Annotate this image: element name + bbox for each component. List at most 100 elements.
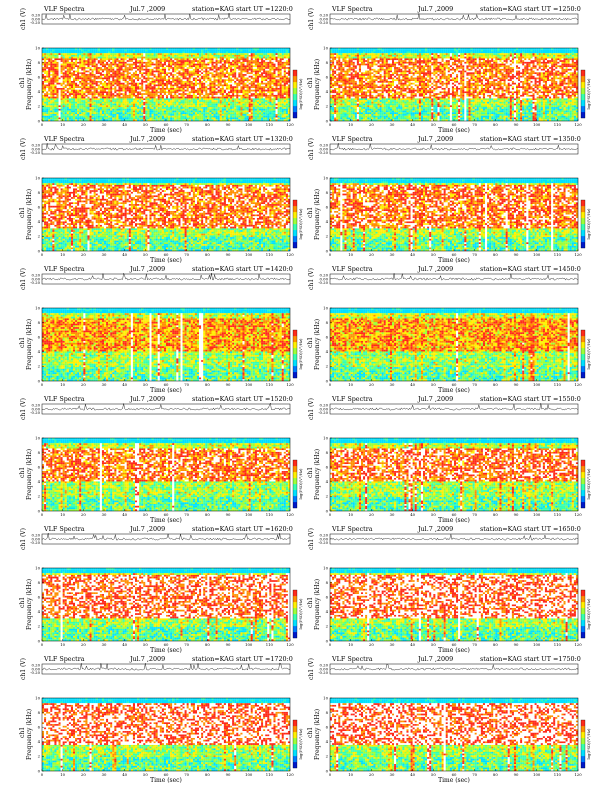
heatmap-cell bbox=[79, 109, 81, 111]
heatmap-cell bbox=[69, 98, 71, 100]
heatmap-cell bbox=[81, 53, 83, 55]
heatmap-cell bbox=[178, 116, 180, 118]
heatmap-cell bbox=[288, 107, 290, 109]
heatmap-cell bbox=[271, 98, 273, 100]
heatmap-cell bbox=[207, 85, 209, 87]
heatmap-cell bbox=[156, 83, 158, 85]
heatmap-cell bbox=[220, 69, 222, 71]
heatmap-cell bbox=[85, 69, 87, 71]
heatmap-cell bbox=[172, 118, 174, 120]
heatmap-cell bbox=[145, 118, 147, 120]
heatmap-cell bbox=[100, 97, 102, 99]
heatmap-cell bbox=[269, 86, 271, 88]
heatmap-cell bbox=[220, 64, 222, 66]
heatmap-cell bbox=[87, 65, 89, 67]
heatmap-cell bbox=[145, 116, 147, 118]
heatmap-cell bbox=[242, 111, 244, 113]
heatmap-cell bbox=[133, 88, 135, 90]
heatmap-cell bbox=[106, 107, 108, 109]
heatmap-cell bbox=[127, 64, 129, 66]
heatmap-cell bbox=[183, 71, 185, 73]
heatmap-cell bbox=[166, 60, 168, 62]
heatmap-cell bbox=[222, 105, 224, 107]
heatmap-cell bbox=[61, 50, 63, 52]
heatmap-cell bbox=[286, 65, 288, 67]
heatmap-cell bbox=[108, 50, 110, 52]
heatmap-cell bbox=[170, 48, 172, 50]
heatmap-cell bbox=[106, 48, 108, 50]
heatmap-cell bbox=[152, 65, 154, 67]
heatmap-cell bbox=[263, 88, 265, 90]
heatmap-cell bbox=[238, 60, 240, 62]
heatmap-cell bbox=[77, 64, 79, 66]
heatmap-cell bbox=[106, 67, 108, 69]
heatmap-cell bbox=[276, 88, 278, 90]
heatmap-cell bbox=[183, 98, 185, 100]
heatmap-cell bbox=[253, 105, 255, 107]
heatmap-cell bbox=[160, 76, 162, 78]
heatmap-cell bbox=[166, 86, 168, 88]
heatmap-cell bbox=[282, 116, 284, 118]
heatmap-cell bbox=[145, 90, 147, 92]
heatmap-cell bbox=[118, 85, 120, 87]
heatmap-cell bbox=[218, 91, 220, 93]
heatmap-cell bbox=[143, 62, 145, 64]
heatmap-cell bbox=[71, 86, 73, 88]
heatmap-cell bbox=[71, 85, 73, 87]
heatmap-cell bbox=[211, 64, 213, 66]
heatmap-cell bbox=[59, 79, 61, 81]
heatmap-cell bbox=[201, 107, 203, 109]
heatmap-cell bbox=[100, 51, 102, 53]
heatmap-cell bbox=[193, 100, 195, 102]
heatmap-cell bbox=[154, 53, 156, 55]
heatmap-cell bbox=[96, 86, 98, 88]
heatmap-cell bbox=[189, 97, 191, 99]
heatmap-cell bbox=[147, 86, 149, 88]
heatmap-cell bbox=[176, 67, 178, 69]
heatmap-cell bbox=[131, 97, 133, 99]
heatmap-cell bbox=[65, 65, 67, 67]
heatmap-cell bbox=[100, 118, 102, 120]
heatmap-cell bbox=[54, 50, 56, 52]
heatmap-cell bbox=[178, 53, 180, 55]
heatmap-cell bbox=[147, 76, 149, 78]
heatmap-cell bbox=[52, 69, 54, 71]
heatmap-cell bbox=[284, 65, 286, 67]
heatmap-cell bbox=[110, 55, 112, 57]
heatmap-cell bbox=[94, 105, 96, 107]
heatmap-cell bbox=[77, 67, 79, 69]
heatmap-cell bbox=[205, 100, 207, 102]
heatmap-cell bbox=[127, 72, 129, 74]
heatmap-cell bbox=[286, 118, 288, 120]
heatmap-cell bbox=[152, 58, 154, 60]
heatmap-cell bbox=[162, 88, 164, 90]
heatmap-cell bbox=[269, 114, 271, 116]
heatmap-cell bbox=[180, 118, 182, 120]
heatmap-cell bbox=[278, 112, 280, 114]
heatmap-cell bbox=[133, 64, 135, 66]
heatmap-cell bbox=[201, 83, 203, 85]
heatmap-cell bbox=[232, 64, 234, 66]
heatmap-cell bbox=[240, 93, 242, 95]
heatmap-cell bbox=[183, 76, 185, 78]
heatmap-cell bbox=[267, 64, 269, 66]
heatmap-cell bbox=[59, 67, 61, 69]
heatmap-cell bbox=[218, 69, 220, 71]
heatmap-cell bbox=[104, 60, 106, 62]
heatmap-cell bbox=[247, 83, 249, 85]
heatmap-cell bbox=[116, 97, 118, 99]
heatmap-cell bbox=[160, 109, 162, 111]
heatmap-cell bbox=[156, 60, 158, 62]
heatmap-cell bbox=[178, 98, 180, 100]
heatmap-cell bbox=[73, 88, 75, 90]
heatmap-cell bbox=[180, 51, 182, 53]
heatmap-cell bbox=[187, 71, 189, 73]
heatmap-cell bbox=[116, 79, 118, 81]
heatmap-cell bbox=[75, 107, 77, 109]
heatmap-cell bbox=[50, 58, 52, 60]
heatmap-cell bbox=[282, 111, 284, 113]
heatmap-cell bbox=[90, 109, 92, 111]
heatmap-cell bbox=[180, 67, 182, 69]
heatmap-cell bbox=[50, 102, 52, 104]
heatmap-cell bbox=[271, 67, 273, 69]
